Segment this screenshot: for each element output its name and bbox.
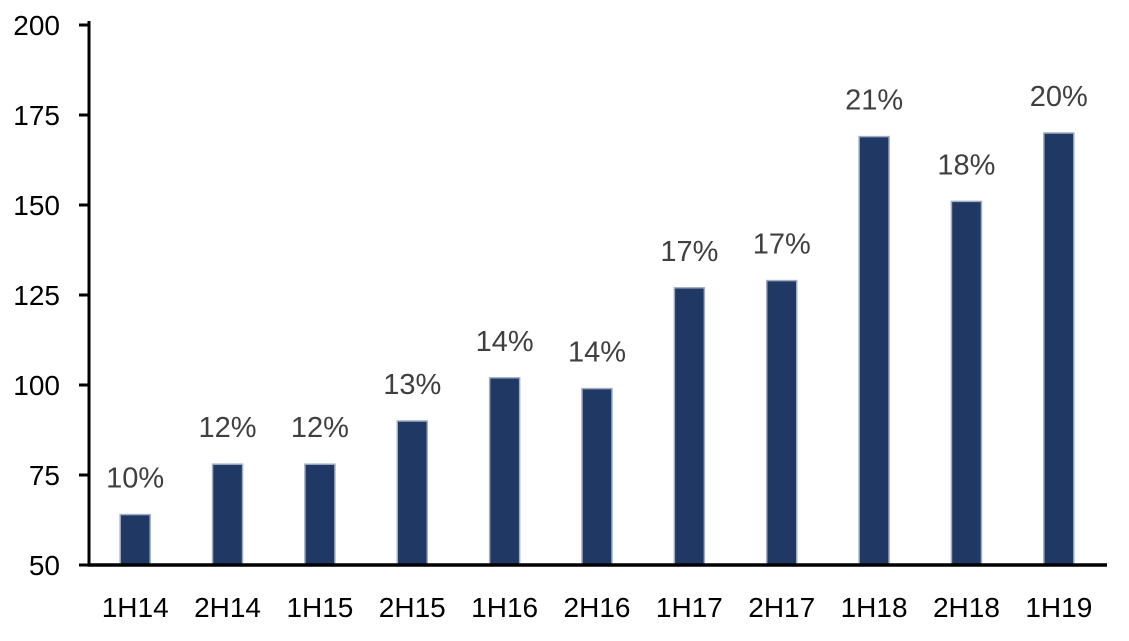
bar-value-label: 18% [937,149,995,181]
x-tick-label: 2H18 [933,592,1000,623]
y-tick-label: 75 [29,460,60,491]
bar [581,387,613,566]
bar [488,377,521,566]
bar [304,463,336,566]
bar [673,287,706,566]
x-tick-label: 1H17 [656,592,723,623]
bar-value-label: 10% [106,463,164,495]
bar-value-label: 12% [291,412,349,444]
x-tick-label: 1H19 [1025,592,1092,623]
bar-value-label: 17% [753,229,811,261]
bar [396,420,429,566]
bar [858,135,890,566]
bar-value-label: 14% [476,326,534,358]
y-tick-label: 150 [13,190,60,221]
bar-value-label: 14% [568,337,626,369]
x-tick-label: 2H16 [564,592,631,623]
x-tick-label: 1H15 [286,592,353,623]
y-tick-label: 125 [13,280,60,311]
bar-value-label: 17% [660,236,718,268]
bar-value-label: 13% [383,369,441,401]
bar [765,279,798,566]
x-tick-label: 2H15 [379,592,446,623]
y-tick-label: 50 [29,550,60,581]
x-tick-label: 2H17 [748,592,815,623]
x-tick-label: 1H18 [841,592,908,623]
bar [119,513,151,566]
bar-value-label: 12% [199,412,257,444]
y-tick-label: 175 [13,100,60,131]
y-tick-label: 200 [13,10,60,41]
bar [1043,132,1075,566]
x-tick-label: 2H14 [194,592,261,623]
bar [211,463,244,566]
y-tick-label: 100 [13,370,60,401]
bar [950,200,983,566]
x-tick-label: 1H14 [102,592,169,623]
bar-value-label: 21% [845,85,903,117]
x-tick-label: 1H16 [471,592,538,623]
bar-value-label: 20% [1030,81,1088,113]
